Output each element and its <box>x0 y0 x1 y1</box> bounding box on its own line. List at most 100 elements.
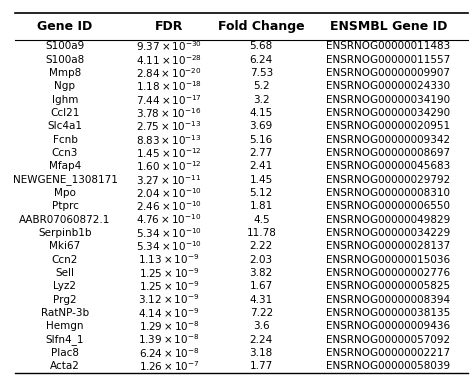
Text: $1.25 \times 10^{-9}$: $1.25 \times 10^{-9}$ <box>138 279 199 293</box>
Text: 3.82: 3.82 <box>250 268 273 278</box>
Text: ENSRNOG00000038135: ENSRNOG00000038135 <box>326 308 450 318</box>
Text: $2.75 \times 10^{-13}$: $2.75 \times 10^{-13}$ <box>137 119 201 133</box>
Text: $4.11 \times 10^{-28}$: $4.11 \times 10^{-28}$ <box>136 53 202 67</box>
Text: 5.2: 5.2 <box>253 81 270 91</box>
Text: Fold Change: Fold Change <box>218 20 305 33</box>
Text: S100a9: S100a9 <box>46 41 84 51</box>
Text: 5.16: 5.16 <box>250 135 273 145</box>
Text: $1.26 \times 10^{-7}$: $1.26 \times 10^{-7}$ <box>138 359 199 373</box>
Text: AABR07060872.1: AABR07060872.1 <box>19 215 110 225</box>
Text: Lyz2: Lyz2 <box>54 281 76 291</box>
Text: ENSRNOG00000020951: ENSRNOG00000020951 <box>326 121 450 131</box>
Text: Ccn2: Ccn2 <box>52 254 78 265</box>
Text: $1.45 \times 10^{-12}$: $1.45 \times 10^{-12}$ <box>136 146 202 160</box>
Text: 7.53: 7.53 <box>250 68 273 78</box>
Text: Hemgn: Hemgn <box>46 321 84 331</box>
Text: 3.6: 3.6 <box>253 321 270 331</box>
Text: NEWGENE_1308171: NEWGENE_1308171 <box>12 174 118 185</box>
Text: 4.15: 4.15 <box>250 108 273 118</box>
Text: ENSRNOG00000011557: ENSRNOG00000011557 <box>326 55 450 65</box>
Text: $1.29 \times 10^{-8}$: $1.29 \times 10^{-8}$ <box>138 319 199 333</box>
Text: Acta2: Acta2 <box>50 361 80 371</box>
Text: 1.45: 1.45 <box>250 175 273 184</box>
Text: Ptprc: Ptprc <box>52 201 78 211</box>
Text: ENSRNOG00000008310: ENSRNOG00000008310 <box>326 188 450 198</box>
Text: ENSRNOG00000005825: ENSRNOG00000005825 <box>326 281 450 291</box>
Text: 4.31: 4.31 <box>250 294 273 305</box>
Text: FDR: FDR <box>155 20 183 33</box>
Text: 1.81: 1.81 <box>250 201 273 211</box>
Text: $3.27 \times 10^{-11}$: $3.27 \times 10^{-11}$ <box>137 173 201 186</box>
Text: $3.12 \times 10^{-9}$: $3.12 \times 10^{-9}$ <box>138 293 200 307</box>
Text: 2.41: 2.41 <box>250 161 273 171</box>
Text: $1.60 \times 10^{-12}$: $1.60 \times 10^{-12}$ <box>136 160 202 173</box>
Text: 2.77: 2.77 <box>250 148 273 158</box>
Text: ENSRNOG00000057092: ENSRNOG00000057092 <box>326 335 450 344</box>
Text: RatNP-3b: RatNP-3b <box>41 308 89 318</box>
Text: Slfn4_1: Slfn4_1 <box>46 334 84 345</box>
Text: ENSRNOG00000024330: ENSRNOG00000024330 <box>326 81 450 91</box>
Text: ENSRNOG00000028137: ENSRNOG00000028137 <box>326 241 450 251</box>
Text: $3.78 \times 10^{-16}$: $3.78 \times 10^{-16}$ <box>136 106 201 120</box>
Text: Mmp8: Mmp8 <box>49 68 81 78</box>
Text: $4.76 \times 10^{-10}$: $4.76 \times 10^{-10}$ <box>136 213 201 226</box>
Text: 2.24: 2.24 <box>250 335 273 344</box>
Text: $1.13 \times 10^{-9}$: $1.13 \times 10^{-9}$ <box>138 253 200 266</box>
Text: Sell: Sell <box>55 268 74 278</box>
Text: $8.83 \times 10^{-13}$: $8.83 \times 10^{-13}$ <box>136 133 202 147</box>
Text: $2.46 \times 10^{-10}$: $2.46 \times 10^{-10}$ <box>136 199 202 213</box>
Text: $1.18 \times 10^{-18}$: $1.18 \times 10^{-18}$ <box>136 79 202 93</box>
Text: 1.67: 1.67 <box>250 281 273 291</box>
Text: ENSRNOG00000029792: ENSRNOG00000029792 <box>326 175 450 184</box>
Text: 3.18: 3.18 <box>250 348 273 358</box>
Text: Ngp: Ngp <box>55 81 75 91</box>
Text: $2.04 \times 10^{-10}$: $2.04 \times 10^{-10}$ <box>136 186 202 200</box>
Text: 4.5: 4.5 <box>253 215 270 225</box>
Text: Ighm: Ighm <box>52 94 78 105</box>
Text: 2.22: 2.22 <box>250 241 273 251</box>
Text: Serpinb1b: Serpinb1b <box>38 228 91 238</box>
Text: 6.24: 6.24 <box>250 55 273 65</box>
Text: ENSRNOG00000002217: ENSRNOG00000002217 <box>326 348 450 358</box>
Text: Mki67: Mki67 <box>49 241 81 251</box>
Text: 5.68: 5.68 <box>250 41 273 51</box>
Text: Prg2: Prg2 <box>53 294 77 305</box>
Text: ENSRNOG00000058039: ENSRNOG00000058039 <box>326 361 450 371</box>
Text: ENSRNOG00000034190: ENSRNOG00000034190 <box>326 94 450 105</box>
Text: Gene ID: Gene ID <box>37 20 92 33</box>
Text: ENSRNOG00000034229: ENSRNOG00000034229 <box>326 228 450 238</box>
Text: Ccn3: Ccn3 <box>52 148 78 158</box>
Text: $1.25 \times 10^{-9}$: $1.25 \times 10^{-9}$ <box>138 266 199 280</box>
Text: ENSRNOG00000002776: ENSRNOG00000002776 <box>326 268 450 278</box>
Text: Ccl21: Ccl21 <box>50 108 80 118</box>
Text: 7.22: 7.22 <box>250 308 273 318</box>
Text: $5.34 \times 10^{-10}$: $5.34 \times 10^{-10}$ <box>136 226 202 240</box>
Text: ENSRNOG00000009436: ENSRNOG00000009436 <box>326 321 450 331</box>
Text: ENSMBL Gene ID: ENSMBL Gene ID <box>329 20 447 33</box>
Text: 3.69: 3.69 <box>250 121 273 131</box>
Text: ENSRNOG00000015036: ENSRNOG00000015036 <box>326 254 450 265</box>
Text: ENSRNOG00000049829: ENSRNOG00000049829 <box>326 215 450 225</box>
Text: ENSRNOG00000011483: ENSRNOG00000011483 <box>326 41 450 51</box>
Text: 5.12: 5.12 <box>250 188 273 198</box>
Text: Mpo: Mpo <box>54 188 76 198</box>
Text: Slc4a1: Slc4a1 <box>47 121 82 131</box>
Text: $4.14 \times 10^{-9}$: $4.14 \times 10^{-9}$ <box>138 306 200 320</box>
Text: $7.44 \times 10^{-17}$: $7.44 \times 10^{-17}$ <box>136 93 202 107</box>
Text: S100a8: S100a8 <box>46 55 84 65</box>
Text: $6.24 \times 10^{-8}$: $6.24 \times 10^{-8}$ <box>138 346 199 360</box>
Text: $5.34 \times 10^{-10}$: $5.34 \times 10^{-10}$ <box>136 239 202 253</box>
Text: ENSRNOG00000009342: ENSRNOG00000009342 <box>326 135 450 145</box>
Text: 2.03: 2.03 <box>250 254 273 265</box>
Text: ENSRNOG00000034290: ENSRNOG00000034290 <box>326 108 450 118</box>
Text: ENSRNOG00000008394: ENSRNOG00000008394 <box>326 294 450 305</box>
Text: 1.77: 1.77 <box>250 361 273 371</box>
Text: ENSRNOG00000008697: ENSRNOG00000008697 <box>326 148 450 158</box>
Text: 3.2: 3.2 <box>253 94 270 105</box>
Text: Fcnb: Fcnb <box>53 135 77 145</box>
Text: ENSRNOG00000009907: ENSRNOG00000009907 <box>326 68 450 78</box>
Text: $9.37 \times 10^{-30}$: $9.37 \times 10^{-30}$ <box>136 39 202 53</box>
Text: ENSRNOG00000045683: ENSRNOG00000045683 <box>326 161 450 171</box>
Text: 11.78: 11.78 <box>246 228 276 238</box>
Text: $2.84 \times 10^{-20}$: $2.84 \times 10^{-20}$ <box>136 66 202 80</box>
